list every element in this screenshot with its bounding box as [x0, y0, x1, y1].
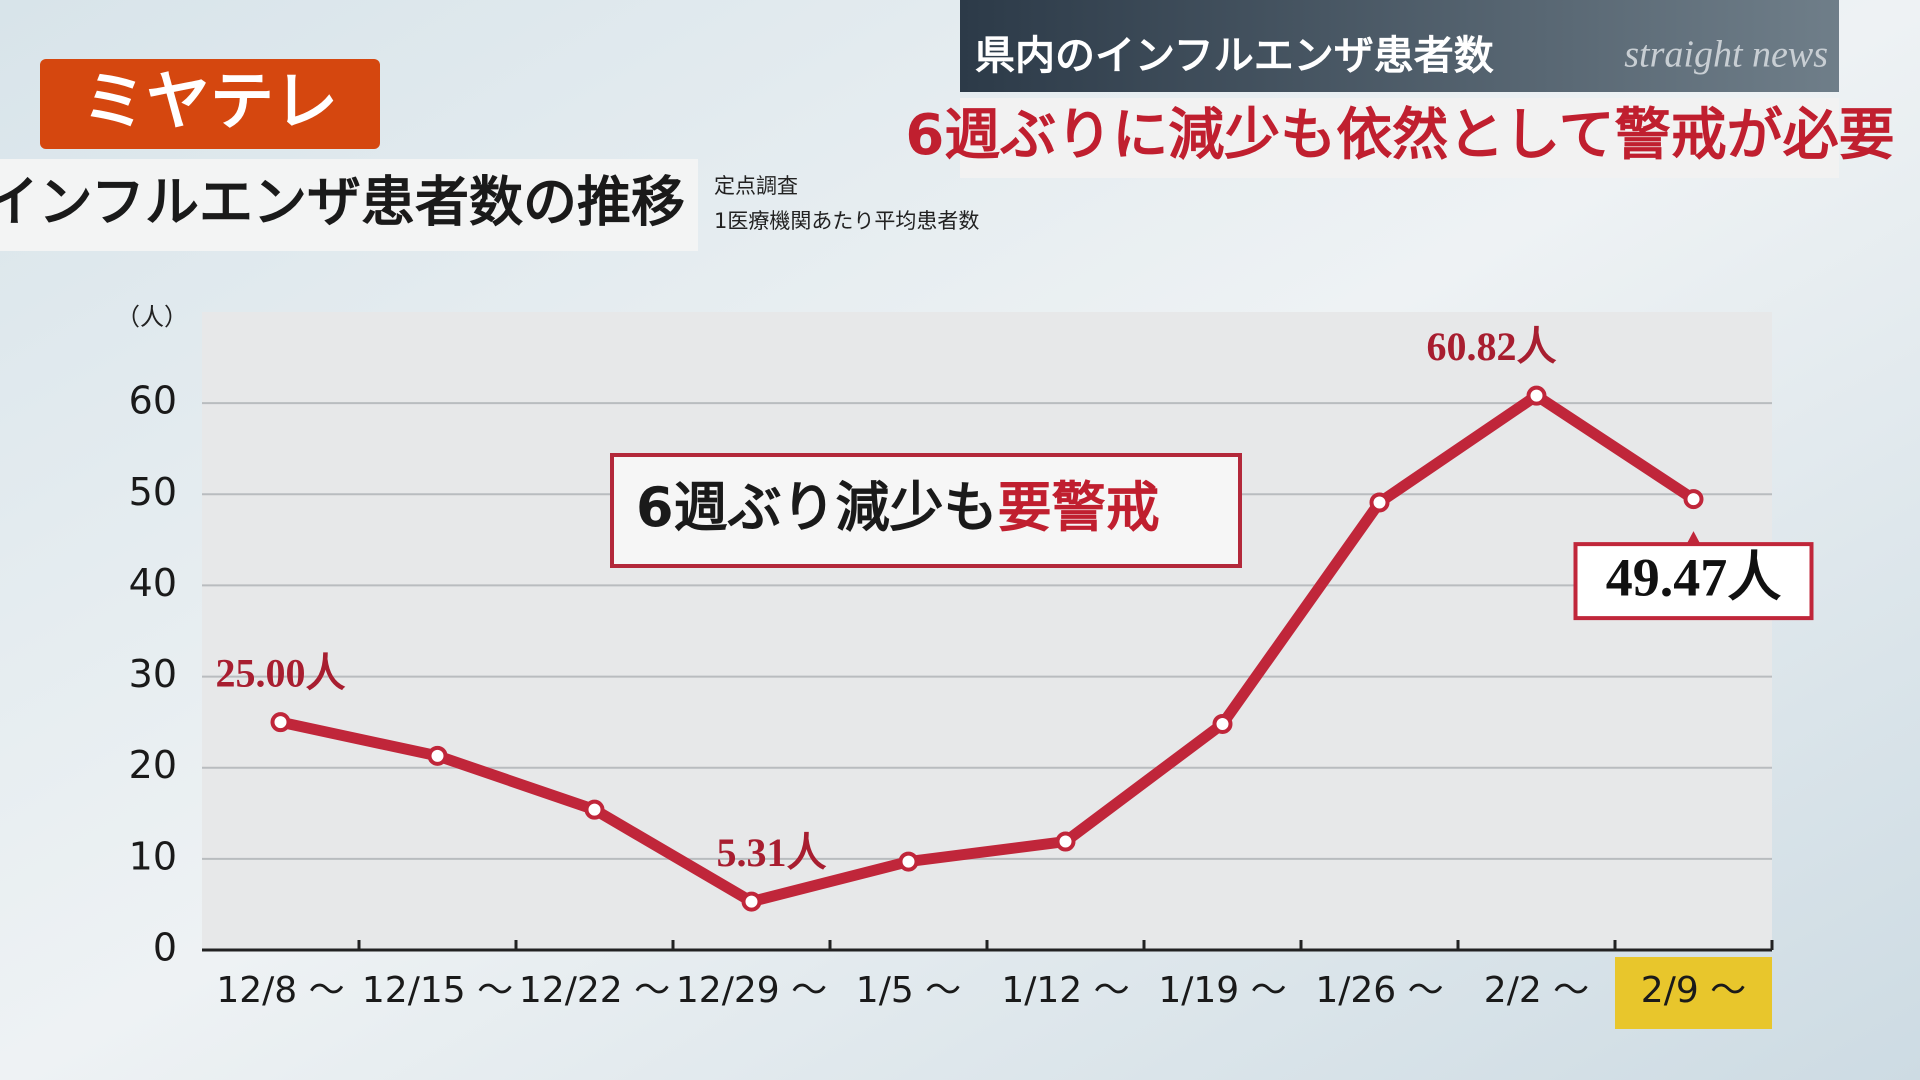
- data-label: 25.00人: [216, 650, 346, 695]
- series-line: [279, 390, 1697, 908]
- highlight: [1615, 957, 1772, 1029]
- headline: 6週ぶりに減少も依然として警戒が必要: [905, 103, 1894, 168]
- data-point: [584, 799, 605, 820]
- y-tick-label: 50: [129, 470, 177, 514]
- data-label: 60.82人: [1427, 324, 1557, 369]
- label-box: [1573, 542, 1814, 621]
- x-tick-label: 1/26 ～: [1315, 970, 1443, 1011]
- subtitle: 1医療機関あたり平均患者数: [714, 209, 979, 233]
- data-point: [1369, 492, 1390, 513]
- annotation-box: [610, 453, 1242, 568]
- x-tick-label: 1/19 ～: [1158, 970, 1286, 1011]
- headline-box: [960, 98, 1839, 178]
- y-tick-label: 0: [153, 926, 177, 970]
- y-tick-label: 60: [129, 379, 177, 423]
- data-point: [898, 851, 919, 872]
- x-tick-label: 2/9 ～: [1641, 970, 1746, 1011]
- header-topic: 県内のインフルエンザ患者数: [975, 33, 1494, 79]
- y-tick-label: 40: [129, 561, 177, 605]
- data-point: [270, 712, 291, 733]
- data-point: [1526, 385, 1547, 406]
- data-point: [741, 891, 762, 912]
- data-point: [1212, 713, 1233, 734]
- subtitle: 定点調査: [714, 174, 798, 198]
- program-name: straight news: [1624, 34, 1828, 76]
- annotation: 6週ぶり減少も要警戒: [636, 476, 1160, 539]
- data-label: 5.31人: [717, 830, 827, 875]
- title-box: [0, 159, 698, 251]
- y-tick-label: 10: [129, 834, 177, 878]
- data-point: [427, 745, 448, 766]
- x-tick-label: 1/5 ～: [856, 970, 961, 1011]
- chart-title: インフルエンザ患者数の推移: [0, 171, 685, 234]
- annotation-text: 6週ぶり減少も: [636, 476, 998, 539]
- data-point: [1055, 831, 1076, 852]
- x-tick-label: 12/29 ～: [676, 970, 827, 1011]
- x-tick-label: 12/15 ～: [362, 970, 513, 1011]
- x-tick-label: 12/8 ～: [216, 970, 344, 1011]
- data-point: [1683, 489, 1704, 510]
- logo: ミヤテレ: [82, 66, 338, 140]
- y-tick-label: 20: [129, 743, 177, 787]
- data-label: 49.47人: [1606, 548, 1782, 608]
- y-axis-label: （人）: [116, 303, 188, 331]
- x-tick-label: 2/2 ～: [1484, 970, 1589, 1011]
- y-tick-label: 30: [129, 652, 177, 696]
- x-tick-label: 12/22 ～: [519, 970, 670, 1011]
- x-tick-label: 1/12 ～: [1001, 970, 1129, 1011]
- logo-box: [40, 59, 380, 149]
- header-band: [960, 0, 1839, 92]
- annotation-emphasis: 要警戒: [998, 476, 1160, 539]
